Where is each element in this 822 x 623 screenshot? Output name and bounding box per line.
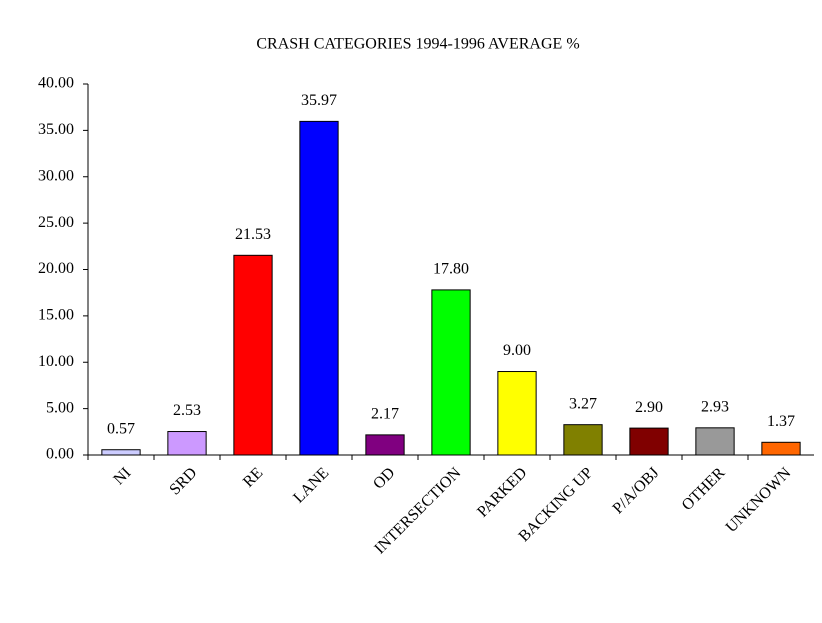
bar	[629, 427, 669, 456]
bar	[761, 441, 801, 456]
bar	[431, 289, 471, 456]
bar	[233, 254, 273, 456]
y-tick-label: 0.00	[46, 446, 74, 463]
value-label: 17.80	[433, 261, 469, 278]
value-label: 9.00	[503, 342, 531, 359]
bar	[101, 449, 141, 456]
bar	[497, 371, 537, 456]
y-tick-label: 15.00	[38, 307, 74, 324]
value-label: 2.53	[173, 402, 201, 419]
bar	[365, 434, 405, 456]
bar	[299, 120, 339, 456]
bar	[563, 424, 603, 456]
chart-title: CRASH CATEGORIES 1994-1996 AVERAGE %	[256, 36, 579, 53]
bar	[695, 427, 735, 456]
y-tick-label: 40.00	[38, 75, 74, 92]
value-label: 3.27	[569, 395, 597, 412]
value-label: 2.93	[701, 398, 729, 415]
value-label: 35.97	[301, 92, 337, 109]
value-label: 2.90	[635, 399, 663, 416]
value-label: 1.37	[767, 413, 795, 430]
value-label: 21.53	[235, 226, 271, 243]
value-label: 2.17	[371, 406, 399, 423]
bar	[167, 431, 207, 456]
y-tick-label: 20.00	[38, 260, 74, 277]
y-tick-label: 10.00	[38, 353, 74, 370]
value-label: 0.57	[107, 420, 135, 437]
y-tick-label: 35.00	[38, 121, 74, 138]
y-tick-label: 5.00	[46, 399, 74, 416]
y-tick-label: 30.00	[38, 167, 74, 184]
y-tick-label: 25.00	[38, 214, 74, 231]
